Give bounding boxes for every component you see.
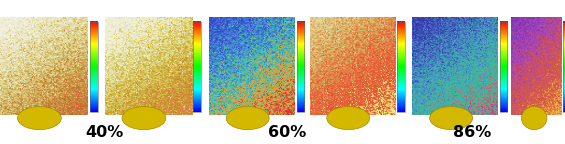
Bar bbox=[105, 17, 192, 115]
Bar bbox=[90, 22, 98, 112]
Ellipse shape bbox=[226, 107, 269, 130]
Bar bbox=[0, 17, 88, 115]
Bar bbox=[563, 22, 565, 112]
Ellipse shape bbox=[18, 107, 62, 130]
Bar bbox=[500, 22, 507, 112]
Bar bbox=[297, 22, 304, 112]
Ellipse shape bbox=[327, 107, 370, 130]
Bar bbox=[310, 17, 395, 115]
Text: 40%: 40% bbox=[85, 125, 124, 140]
Ellipse shape bbox=[122, 107, 166, 130]
Text: 60%: 60% bbox=[268, 125, 306, 140]
Bar bbox=[193, 22, 201, 112]
Ellipse shape bbox=[521, 107, 547, 130]
Bar bbox=[397, 22, 405, 112]
Bar bbox=[511, 17, 562, 115]
Text: 86%: 86% bbox=[453, 125, 491, 140]
Bar bbox=[412, 17, 498, 115]
Bar bbox=[209, 17, 295, 115]
Ellipse shape bbox=[429, 107, 472, 130]
